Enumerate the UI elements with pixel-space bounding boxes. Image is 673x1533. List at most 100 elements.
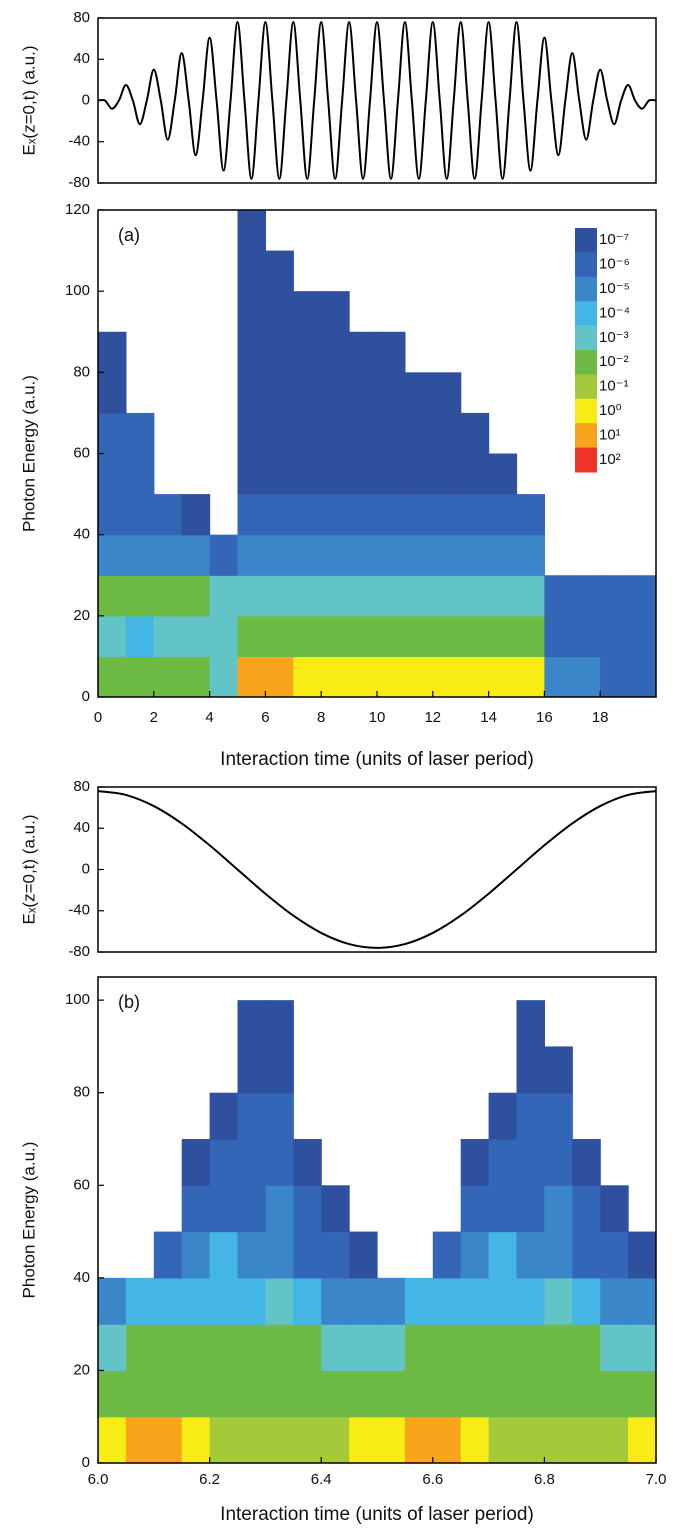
y-tick-label: 60 bbox=[73, 444, 90, 461]
intensity-cell bbox=[460, 412, 490, 455]
intensity-cell bbox=[516, 1185, 545, 1233]
plot-area bbox=[98, 790, 656, 949]
intensity-cell bbox=[209, 615, 239, 658]
intensity-cell bbox=[488, 1185, 518, 1233]
intensity-cell bbox=[265, 372, 294, 414]
intensity-cell bbox=[209, 1231, 239, 1279]
intensity-cell bbox=[321, 1370, 350, 1418]
intensity-cell bbox=[237, 250, 266, 292]
intensity-cell bbox=[181, 1185, 211, 1233]
colorbar-label: 10⁻² bbox=[599, 353, 629, 370]
y-tick-label: -40 bbox=[68, 902, 90, 919]
intensity-cell bbox=[98, 1277, 127, 1325]
intensity-cell bbox=[293, 1324, 322, 1372]
intensity-cell bbox=[628, 1324, 656, 1372]
intensity-cell bbox=[265, 453, 294, 495]
intensity-cell bbox=[349, 534, 378, 576]
intensity-cell bbox=[237, 372, 266, 414]
intensity-cell bbox=[432, 372, 462, 414]
intensity-cell bbox=[460, 615, 490, 658]
intensity-cell bbox=[600, 575, 629, 617]
intensity-cell bbox=[265, 291, 294, 333]
intensity-cell bbox=[349, 453, 378, 495]
intensity-cell bbox=[181, 494, 211, 536]
plot-area bbox=[98, 21, 656, 180]
y-tick-label: 20 bbox=[73, 1361, 90, 1378]
plot-area bbox=[98, 210, 656, 697]
intensity-cell bbox=[349, 1231, 378, 1279]
intensity-cell bbox=[349, 412, 378, 455]
intensity-cell bbox=[265, 412, 294, 455]
intensity-cell bbox=[181, 1370, 211, 1418]
colorbar-label: 10⁻⁵ bbox=[599, 280, 630, 297]
intensity-cell bbox=[404, 1416, 434, 1463]
y-tick-label: 0 bbox=[82, 91, 90, 108]
y-axis-title: Photon Energy (a.u.) bbox=[19, 1142, 38, 1299]
x-tick-label: 6.8 bbox=[534, 1471, 555, 1488]
intensity-cell bbox=[98, 372, 127, 414]
intensity-cell bbox=[544, 615, 573, 658]
intensity-cell bbox=[572, 1185, 601, 1233]
intensity-cell bbox=[293, 534, 322, 576]
intensity-cell bbox=[293, 453, 322, 495]
intensity-cell bbox=[572, 656, 601, 697]
colorbar-label: 10⁻³ bbox=[599, 329, 629, 346]
intensity-cell bbox=[404, 372, 434, 414]
intensity-cell bbox=[488, 656, 518, 697]
intensity-cell bbox=[153, 615, 183, 658]
intensity-cell bbox=[265, 331, 294, 373]
x-tick-label: 6.4 bbox=[311, 1471, 332, 1488]
x-tick-label: 16 bbox=[536, 709, 553, 726]
x-axis-title: Interaction time (units of laser period) bbox=[220, 1504, 534, 1525]
intensity-cell bbox=[98, 412, 127, 455]
intensity-cell bbox=[321, 1416, 350, 1463]
intensity-cell bbox=[460, 1370, 490, 1418]
intensity-cell bbox=[404, 1277, 434, 1325]
intensity-cell bbox=[628, 615, 656, 658]
y-tick-label: 80 bbox=[73, 778, 90, 795]
intensity-cell bbox=[237, 1277, 266, 1325]
colorbar-label: 10¹ bbox=[599, 426, 621, 443]
colorbar-label: 10² bbox=[599, 451, 621, 468]
intensity-cell bbox=[321, 291, 350, 333]
intensity-cell bbox=[293, 1370, 322, 1418]
intensity-cell bbox=[404, 1324, 434, 1372]
x-tick-label: 0 bbox=[94, 709, 102, 726]
intensity-cell bbox=[516, 575, 545, 617]
intensity-cell bbox=[572, 1324, 601, 1372]
colorbar-swatch bbox=[575, 398, 597, 424]
intensity-cell bbox=[293, 1231, 322, 1279]
colorbar-swatch bbox=[575, 325, 597, 351]
intensity-cell bbox=[516, 1092, 545, 1140]
colorbar-swatch bbox=[575, 374, 597, 400]
intensity-cell bbox=[98, 534, 127, 576]
y-tick-label: 100 bbox=[65, 282, 90, 299]
y-tick-label: 40 bbox=[73, 1269, 90, 1286]
intensity-cell bbox=[293, 1277, 322, 1325]
intensity-cell bbox=[181, 615, 211, 658]
intensity-cell bbox=[404, 575, 434, 617]
colorbar-swatch bbox=[575, 423, 597, 449]
field-line bbox=[98, 21, 656, 180]
intensity-cell bbox=[460, 534, 490, 576]
intensity-cell bbox=[488, 1370, 518, 1418]
intensity-cell bbox=[544, 1185, 573, 1233]
y-axis-title: Photon Energy (a.u.) bbox=[19, 375, 38, 532]
intensity-cell bbox=[237, 1046, 266, 1094]
intensity-cell bbox=[600, 1185, 629, 1233]
intensity-cell bbox=[125, 1324, 155, 1372]
intensity-cell bbox=[488, 453, 518, 495]
intensity-cell bbox=[209, 1185, 239, 1233]
intensity-cell bbox=[181, 1416, 211, 1463]
intensity-cell bbox=[209, 575, 239, 617]
x-tick-label: 6 bbox=[261, 709, 269, 726]
intensity-cell bbox=[321, 453, 350, 495]
intensity-cell bbox=[600, 1416, 629, 1463]
intensity-cell bbox=[377, 372, 406, 414]
intensity-cell bbox=[153, 1324, 183, 1372]
intensity-cell bbox=[544, 1231, 573, 1279]
y-tick-label: 0 bbox=[82, 1454, 90, 1471]
intensity-cell bbox=[432, 1277, 462, 1325]
intensity-cell bbox=[321, 1231, 350, 1279]
